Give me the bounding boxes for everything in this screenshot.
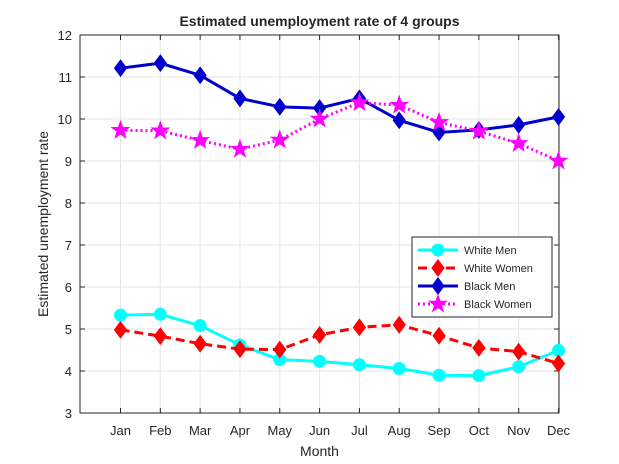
legend-item: Black Men — [418, 277, 515, 295]
data-point-diamond — [273, 97, 287, 116]
data-point-diamond — [113, 320, 128, 339]
x-tick-label: May — [267, 423, 292, 438]
data-point-diamond — [233, 89, 247, 108]
data-point-star — [468, 120, 489, 140]
data-point-diamond — [472, 338, 486, 357]
data-point-diamond — [233, 340, 247, 359]
y-tick-label: 11 — [59, 70, 73, 85]
x-tick-label: Nov — [507, 423, 531, 438]
x-tick-label: Jan — [110, 423, 131, 438]
data-point-star — [309, 108, 330, 128]
legend-label: White Men — [464, 245, 517, 257]
data-point-diamond — [352, 318, 367, 337]
y-tick-label: 7 — [65, 238, 72, 253]
data-point-star — [110, 119, 131, 139]
y-tick-label: 4 — [65, 364, 72, 379]
data-point-star — [150, 120, 171, 140]
data-point-circle — [512, 360, 526, 374]
axis-ticks: 3 4 5 6 7 8 9 10 11 12 Jan Feb Mar Apr May Jun Jul Aug Sep… — [58, 28, 571, 438]
x-tick-label: Jul — [351, 423, 368, 438]
data-point-diamond — [153, 54, 167, 73]
data-point-diamond — [113, 59, 128, 78]
data-point-diamond — [312, 325, 327, 344]
y-tick-label: 3 — [65, 406, 72, 421]
data-point-circle — [432, 368, 446, 382]
data-point-diamond — [193, 66, 207, 85]
series-line — [120, 101, 560, 163]
data-point-diamond — [392, 315, 406, 334]
data-point-diamond — [153, 327, 167, 346]
y-tick-label: 6 — [65, 280, 72, 295]
chart-title: Estimated unemployment rate of 4 groups — [179, 13, 459, 29]
data-point-diamond — [392, 111, 406, 130]
y-tick-label: 8 — [65, 196, 72, 211]
data-point-diamond — [273, 340, 287, 359]
legend-item: Black Women — [418, 293, 532, 313]
legend-label: White Women — [464, 263, 533, 275]
data-point-circle — [114, 308, 127, 322]
y-tick-label: 9 — [65, 154, 72, 169]
data-point-star — [429, 111, 450, 131]
y-tick-label: 5 — [65, 322, 72, 337]
data-point-circle — [472, 369, 486, 383]
legend: White Men White Women Black Men Black Women — [411, 236, 553, 318]
x-tick-label: Dec — [547, 423, 571, 438]
data-point-star — [269, 129, 290, 149]
x-tick-label: Aug — [388, 423, 411, 438]
series-white-men — [114, 307, 565, 383]
data-point-star — [427, 293, 449, 313]
x-tick-label: Apr — [230, 423, 251, 438]
data-point-circle — [153, 307, 167, 321]
data-point-star — [548, 150, 569, 170]
data-point-star — [190, 129, 211, 149]
x-tick-label: Sep — [427, 423, 450, 438]
data-point-diamond — [431, 259, 445, 277]
legend-label: Black Women — [464, 299, 532, 311]
data-point-diamond — [193, 334, 207, 353]
data-point-star — [229, 138, 250, 158]
x-tick-label: Jun — [309, 423, 330, 438]
data-point-circle — [431, 243, 445, 257]
x-tick-label: Feb — [149, 423, 171, 438]
data-point-star — [389, 94, 410, 114]
series-line — [120, 312, 560, 378]
legend-item: White Women — [418, 259, 533, 277]
x-tick-label: Oct — [469, 423, 490, 438]
data-point-diamond — [551, 354, 566, 373]
data-point-star — [508, 132, 529, 152]
legend-item: White Men — [418, 243, 517, 257]
data-point-circle — [193, 319, 207, 333]
data-point-circle — [313, 354, 327, 368]
data-point-circle — [352, 358, 366, 372]
data-point-diamond — [512, 342, 526, 361]
data-point-circle — [392, 361, 406, 375]
series-line — [120, 61, 559, 134]
x-tick-label: Mar — [189, 423, 212, 438]
series-group — [110, 54, 569, 383]
x-axis-label: Month — [300, 443, 339, 459]
series-line — [120, 323, 559, 365]
data-point-star — [349, 92, 370, 112]
series-white-women — [113, 315, 566, 373]
series-black-women — [110, 92, 569, 170]
y-tick-label: 12 — [58, 28, 72, 43]
data-point-diamond — [551, 107, 566, 126]
y-axis-label: Estimated unemployment rate — [35, 131, 51, 317]
data-point-diamond — [432, 326, 446, 345]
y-tick-label: 10 — [58, 112, 72, 127]
series-black-men — [113, 54, 566, 142]
legend-label: Black Men — [464, 281, 515, 293]
